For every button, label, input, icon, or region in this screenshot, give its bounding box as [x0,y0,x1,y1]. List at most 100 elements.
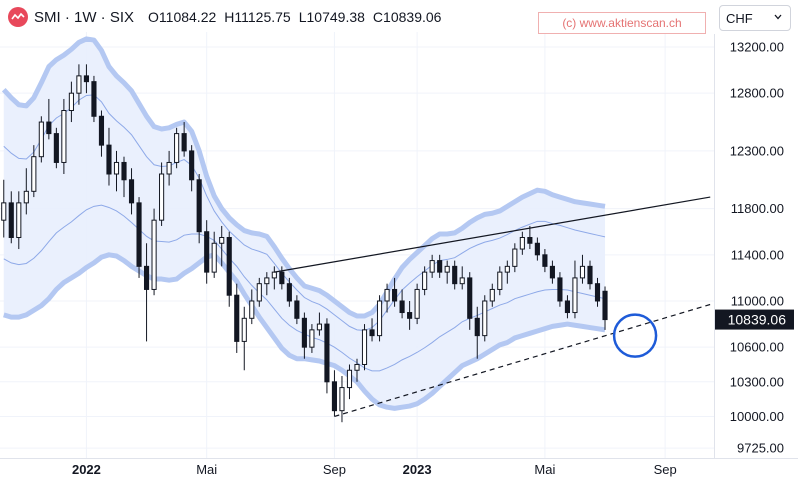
highlight-marker [612,313,658,358]
candle [512,243,518,273]
candle [497,266,503,296]
ohlc-close: C10839.06 [372,9,442,25]
candles [1,64,608,423]
band-fill [3,38,606,409]
y-tick-label: 13200.00 [730,40,784,55]
x-tick-label: 2023 [403,462,432,477]
y-tick-label: 12300.00 [730,143,784,158]
candle [324,318,330,394]
candle [549,260,555,284]
price-axis-bg [714,0,798,482]
x-tick-label: 2022 [72,462,101,477]
candle [256,277,262,307]
candle [437,254,443,278]
candle [482,295,488,342]
candle [542,249,548,273]
candle [174,127,180,169]
candle [68,81,74,123]
candle [23,168,29,215]
candle [136,197,142,278]
candle [407,300,413,330]
candle [392,277,398,307]
band-upper [1,36,606,319]
candle [504,260,510,284]
candle [83,64,89,94]
candle [399,289,405,319]
x-tick-label: Sep [654,462,677,477]
candle [361,324,368,371]
candle [16,191,22,250]
trendline-dashed [334,303,711,418]
candle [519,231,525,255]
candle [241,306,247,371]
candle [166,150,172,186]
currency-select[interactable]: CHF [719,5,791,31]
ohlc-high: H11125.75 [224,9,291,25]
chevron-down-icon [774,14,782,20]
candle [91,75,97,123]
candle [151,208,157,296]
candle [211,231,217,278]
candle [264,272,270,296]
candle [301,312,307,359]
candle [339,376,345,423]
candle [414,283,420,325]
candle [159,162,165,226]
candle [31,145,37,198]
candle [594,277,601,307]
trendline-solid [274,196,711,273]
highlight-circle [612,313,658,358]
y-tick-label: 10600.00 [730,340,784,355]
chart-header: SMI · 1W · SIX O11084.22 H11125.75 L1074… [8,6,449,28]
candle [61,98,67,174]
candle [316,312,322,336]
price-axis[interactable]: 13200.00 12800.00 12300.00 11800.00 11400.00… [714,0,798,482]
candle [331,370,338,417]
candle [98,110,105,157]
y-tick-label: 10000.00 [730,409,784,424]
x-tick-label: Mai [534,462,555,477]
y-tick-label: 10300.00 [730,374,784,389]
candle [76,64,82,105]
band-inner-upper [3,94,606,331]
candle [8,191,14,244]
candle [53,127,59,169]
candle [572,260,578,319]
candle [219,225,225,267]
candle [422,266,428,296]
candle [527,225,533,250]
candle [46,98,52,140]
trendlines [274,196,711,418]
candle [354,358,360,382]
watermark: (c) www.aktienscan.ch [538,12,706,34]
candle [459,266,465,290]
currency-value: CHF [726,10,753,26]
y-tick-label: 11000.00 [731,293,784,308]
candle [452,260,458,290]
candle [234,283,240,353]
candle [286,277,292,307]
candle [346,364,353,400]
time-axis[interactable]: 2022 Mai Sep 2023 Mai Sep [0,458,798,478]
y-tick-label: 12800.00 [730,86,784,101]
candle [1,179,7,238]
candle [557,272,563,307]
candle [128,168,135,215]
x-tick-label: Mai [196,462,217,477]
candle [38,116,44,163]
candle [309,324,315,353]
candle [376,295,383,342]
candle [196,174,202,244]
candle [384,283,390,313]
symbol-label[interactable]: SMI · 1W · SIX [34,8,135,26]
candle [226,231,232,307]
candle [369,318,375,342]
exchange-logo-icon [8,7,28,27]
candle [564,295,571,319]
candle [189,145,195,192]
y-tick-label: 11400.00 [731,247,784,262]
candle [113,150,120,192]
y-tick-label: 9725.00 [737,441,784,456]
